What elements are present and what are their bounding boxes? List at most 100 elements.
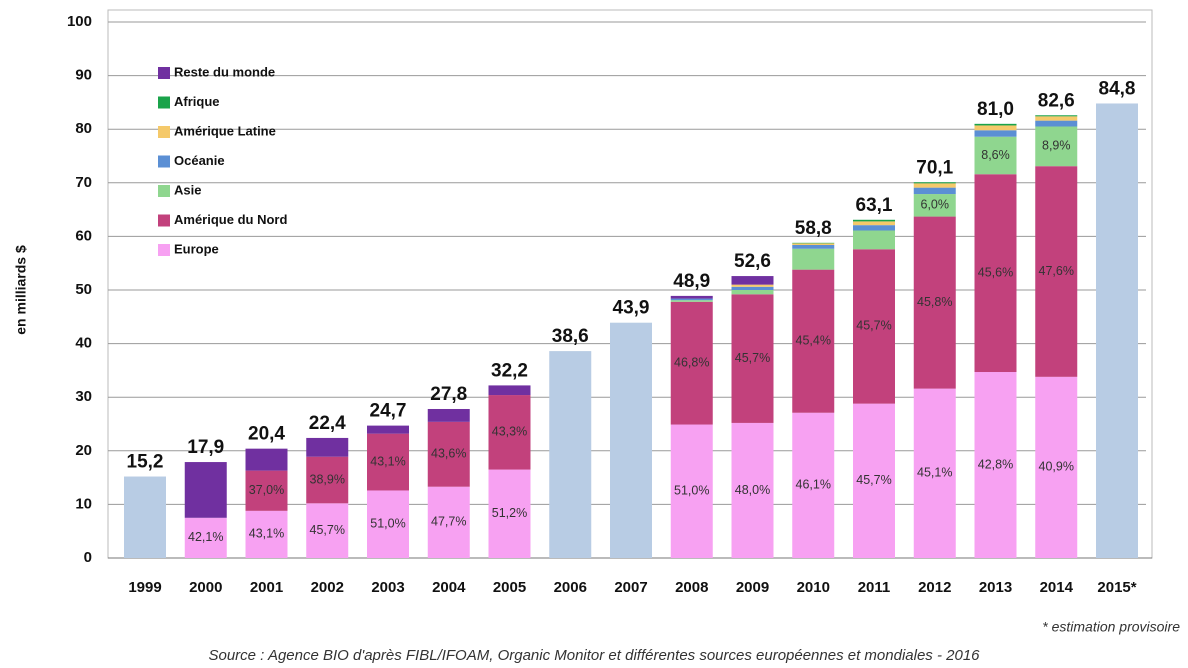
x-tick-label: 2003 <box>371 579 404 596</box>
total-label: 82,6 <box>1038 90 1075 111</box>
source: Source : Agence BIO d'après FIBL/IFOAM, … <box>208 647 980 664</box>
share-label: 51,2% <box>492 506 527 520</box>
bar-segment <box>974 372 1017 558</box>
bar-segment <box>913 216 956 389</box>
y-tick-label: 80 <box>75 120 92 137</box>
total-label: 58,8 <box>795 218 832 239</box>
share-label: 48,0% <box>735 483 770 497</box>
share-label: 51,0% <box>370 517 405 531</box>
total-bar <box>549 351 592 558</box>
legend-label: Océanie <box>174 153 225 168</box>
bar-segment <box>913 182 956 184</box>
legend-swatch <box>158 126 170 138</box>
share-label: 47,7% <box>431 515 466 529</box>
bar-segment <box>731 290 774 295</box>
y-tick-label: 40 <box>75 335 92 352</box>
bar-segment <box>853 230 895 250</box>
share-label: 8,9% <box>1042 139 1071 153</box>
bar-segment <box>367 490 409 558</box>
bar-segment <box>913 194 956 217</box>
legend-swatch <box>158 155 170 168</box>
share-label: 46,8% <box>674 355 709 369</box>
share-label: 45,8% <box>917 295 952 309</box>
legend-swatch <box>158 244 170 256</box>
total-label: 32,2 <box>491 360 528 381</box>
legend-label: Reste du monde <box>174 64 275 79</box>
bar-segment <box>670 300 713 302</box>
bar-segment <box>913 388 956 558</box>
bar-segment <box>670 301 713 425</box>
bar-segment <box>367 433 409 491</box>
bar-segment <box>792 244 835 249</box>
x-tick-label: 2012 <box>918 579 951 596</box>
y-tick-label: 70 <box>75 174 92 191</box>
total-label: 15,2 <box>127 452 164 473</box>
y-tick-label: 20 <box>75 442 92 459</box>
bar-segment <box>1035 116 1078 121</box>
bar-segment <box>853 249 895 404</box>
x-tick-label: 2014 <box>1040 579 1074 596</box>
x-tick-label: 2008 <box>675 579 708 596</box>
bar-segment <box>184 462 227 518</box>
legend-label: Afrique <box>174 94 220 109</box>
bar-segment <box>913 183 956 188</box>
x-tick-label: 2000 <box>189 579 222 596</box>
y-tick-label: 10 <box>75 495 92 512</box>
bar-segment <box>853 221 895 226</box>
bar-segment <box>306 503 349 558</box>
share-label: 45,7% <box>735 351 770 365</box>
share-label: 45,7% <box>856 473 891 487</box>
bar-segment <box>427 408 470 422</box>
bar-segment <box>1035 120 1078 127</box>
bar-segment <box>731 422 774 558</box>
x-tick-label: 2004 <box>432 579 466 596</box>
share-label: 38,9% <box>310 472 345 486</box>
bar-segment <box>974 174 1017 373</box>
share-label: 43,6% <box>431 447 466 461</box>
bar-segment <box>306 437 349 457</box>
y-tick-label: 30 <box>75 388 92 405</box>
legend-swatch <box>158 67 170 79</box>
bar-segment <box>974 123 1017 126</box>
legend-swatch <box>158 96 170 109</box>
x-tick-label: 1999 <box>128 579 161 596</box>
bar-segment <box>367 425 409 434</box>
total-label: 43,9 <box>613 298 650 319</box>
share-label: 43,1% <box>249 527 284 541</box>
bar-segment <box>670 298 713 301</box>
footnote: * estimation provisoire <box>1042 619 1180 635</box>
legend-label: Amérique Latine <box>174 123 276 138</box>
total-label: 81,0 <box>977 99 1014 120</box>
bar-segment <box>792 269 835 413</box>
share-label: 6,0% <box>921 198 950 212</box>
bar-segment <box>245 510 288 558</box>
total-label: 38,6 <box>552 326 589 347</box>
share-label: 47,6% <box>1039 264 1074 278</box>
bar-segment <box>974 125 1017 131</box>
bar-segment <box>245 448 288 471</box>
bar-segment <box>427 486 470 558</box>
y-tick-label: 100 <box>67 13 92 30</box>
bar-segment <box>792 242 835 244</box>
total-label: 27,8 <box>430 384 467 405</box>
bar-segment <box>427 421 470 487</box>
share-label: 42,1% <box>188 530 223 544</box>
x-tick-label: 2006 <box>554 579 587 596</box>
total-label: 24,7 <box>370 401 407 422</box>
x-tick-label: 2010 <box>797 579 830 596</box>
y-axis-label: en milliards $ <box>13 245 29 335</box>
share-label: 40,9% <box>1039 460 1074 474</box>
bar-segment <box>245 470 288 511</box>
share-label: 43,3% <box>492 425 527 439</box>
bar-segment <box>488 385 531 396</box>
bar-segment <box>306 456 349 504</box>
total-label: 70,1 <box>916 157 953 178</box>
y-tick-label: 50 <box>75 281 92 298</box>
total-label: 63,1 <box>856 195 893 216</box>
total-label: 17,9 <box>187 437 224 458</box>
share-label: 8,6% <box>981 148 1010 162</box>
legend-label: Amérique du Nord <box>174 212 287 227</box>
bar-segment <box>853 225 895 231</box>
bar-segment <box>853 219 895 222</box>
bar-segment <box>731 286 774 290</box>
